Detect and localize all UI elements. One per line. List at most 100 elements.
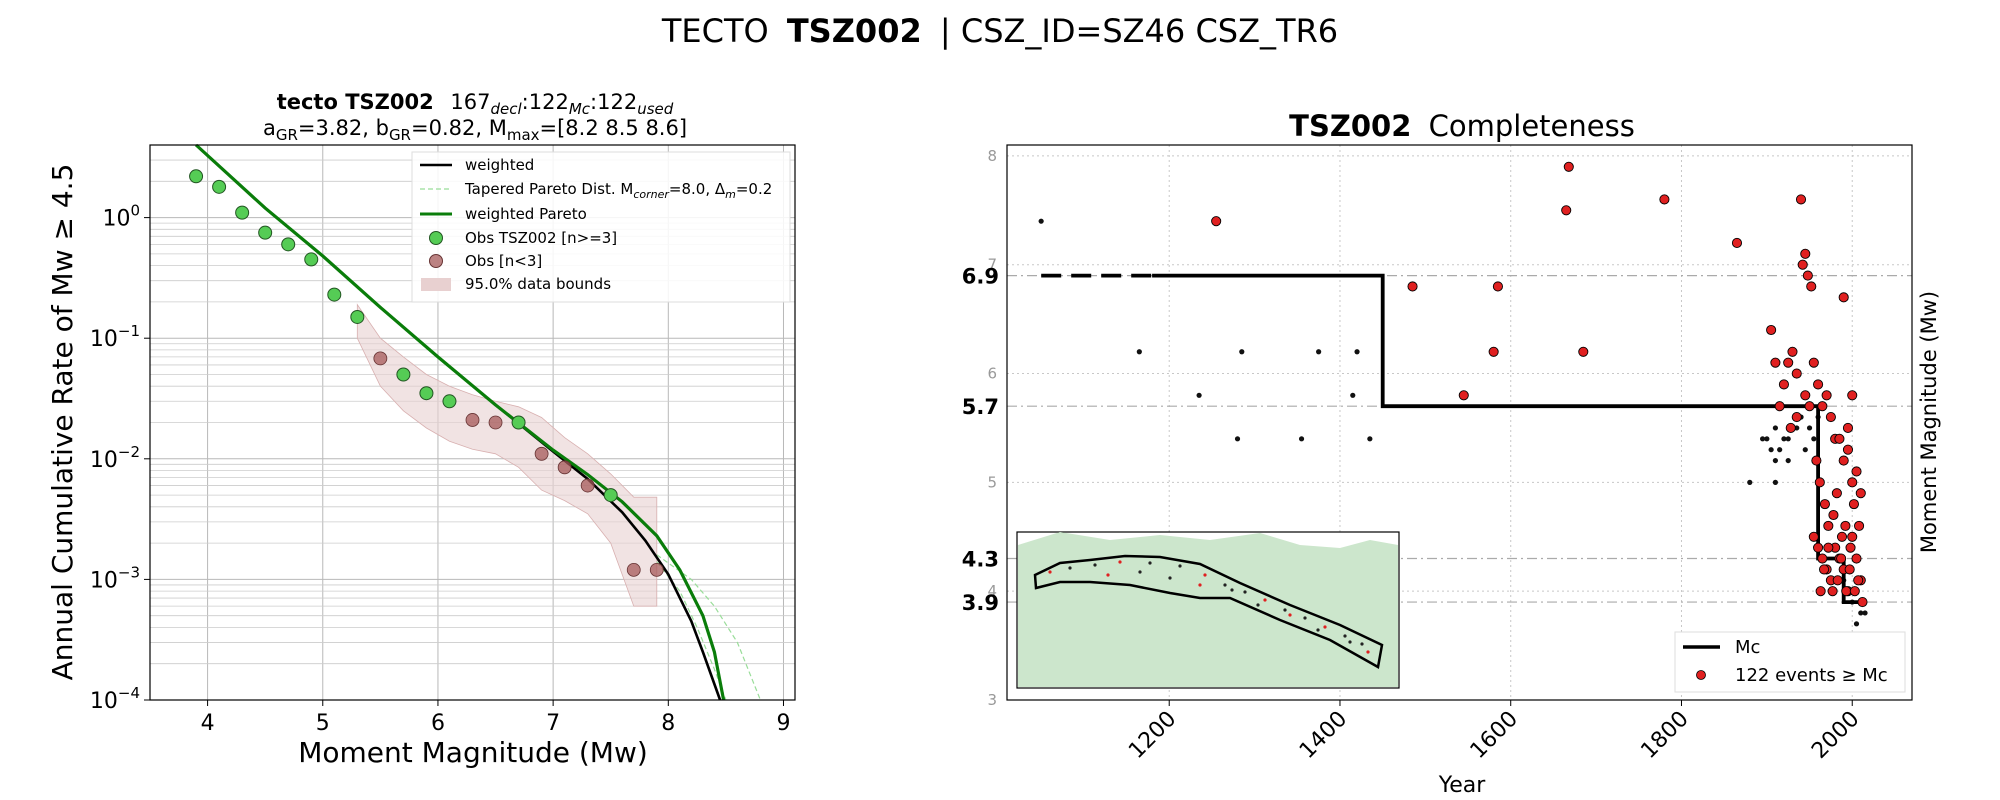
- legend-obs-label: Obs TSZ002 [n>=3]: [465, 229, 617, 247]
- small-event-dot: [1772, 457, 1778, 464]
- event-point: [1804, 401, 1815, 412]
- right-legend: Mc 122 events ≥ Mc: [1674, 631, 1906, 693]
- left-x-axis-title: Moment Magnitude (Mw): [298, 736, 648, 769]
- left-title-sub-used: used: [637, 100, 674, 118]
- small-event-dot: [1802, 447, 1808, 453]
- event-point: [1659, 194, 1670, 205]
- legend-events-label: 122 events ≥ Mc: [1735, 665, 1888, 686]
- event-point: [1836, 553, 1847, 564]
- inset-dot: [1243, 590, 1247, 594]
- event-point: [1827, 586, 1838, 597]
- legend-bounds-swatch: [421, 278, 451, 291]
- left-title-m-val: =[8.2 8.5 8.6]: [540, 116, 688, 140]
- left-x-tick-label: 9: [776, 711, 790, 736]
- mc-level-label: 4.3: [962, 548, 999, 572]
- small-event-dot: [1196, 392, 1202, 398]
- small-event-dot: [1806, 425, 1813, 431]
- inset-land: [1018, 532, 1398, 687]
- inset-dot: [1093, 563, 1097, 567]
- inset-dot: [1068, 566, 1072, 570]
- event-point: [1766, 324, 1777, 336]
- event-point: [1841, 586, 1852, 597]
- event-point: [1791, 412, 1802, 423]
- small-event-dot: [1858, 610, 1864, 616]
- left-title-bold: tecto TSZ002: [277, 90, 434, 114]
- inset-dot: [1138, 570, 1142, 574]
- event-point: [1731, 237, 1743, 248]
- right-x-tick-label: 2000: [1807, 707, 1864, 764]
- inset-dot: [1048, 570, 1052, 574]
- obs-small-point: [649, 562, 664, 577]
- event-point: [1817, 401, 1828, 412]
- right-title: TSZ002 Completeness: [1289, 109, 1635, 143]
- inset-dot: [1106, 573, 1110, 577]
- small-event-dot: [1350, 392, 1356, 398]
- event-point: [1847, 531, 1858, 542]
- event-point: [1774, 401, 1785, 412]
- figure-title: TECTO TSZ002 | CSZ_ID=SZ46 CSZ_TR6: [661, 12, 1338, 50]
- inset-dot: [1303, 616, 1307, 620]
- event-point: [1849, 586, 1860, 597]
- left-title-a: a: [263, 116, 276, 140]
- event-point: [1857, 597, 1868, 608]
- right-x-tick-label: 1400: [1295, 707, 1352, 764]
- event-point: [1847, 390, 1858, 401]
- inset-map: [1016, 531, 1400, 689]
- left-title-b: b: [376, 116, 389, 140]
- left-title-m: M: [489, 116, 507, 140]
- obs-point: [212, 179, 227, 194]
- obs-point: [327, 287, 342, 302]
- obs-small-point: [465, 413, 480, 427]
- obs-point: [396, 367, 411, 382]
- right-title-rest: Completeness: [1429, 109, 1635, 143]
- obs-small-point: [626, 562, 641, 577]
- obs-point: [603, 488, 618, 503]
- left-y-tick-label: 100: [102, 202, 140, 232]
- event-point: [1488, 346, 1499, 357]
- mc-level-label: 3.9: [962, 591, 999, 615]
- event-point: [1825, 412, 1836, 423]
- inset-dot: [1198, 583, 1202, 587]
- obs-point: [281, 237, 296, 252]
- right-y-ticks: 3 4 5 6 7 8 6.9 5.7 4.3 3.9: [962, 147, 999, 709]
- event-point: [1808, 357, 1819, 368]
- left-title-count-used: 122: [597, 90, 637, 114]
- inset-dot: [1223, 583, 1227, 587]
- obs-small-point: [580, 478, 595, 493]
- event-point: [1847, 477, 1858, 488]
- event-point: [1855, 488, 1866, 499]
- small-event-dot: [1772, 425, 1778, 431]
- left-title-line2: aGR=3.82, bGR=0.82, Mmax=[8.2 8.5 8.6]: [263, 116, 687, 144]
- left-y-ticks: 100 10−1 10−2 10−3 10−4: [90, 202, 150, 714]
- legend-obs-swatch: [429, 231, 443, 245]
- right-legend-box: [1674, 631, 1906, 693]
- bounds-band: [356, 303, 658, 607]
- obs-small-point: [488, 415, 503, 430]
- small-event-dot: [1811, 436, 1817, 442]
- event-point: [1817, 553, 1828, 564]
- small-event-dot: [1772, 479, 1778, 485]
- right-y-tick-label: 4: [987, 582, 997, 600]
- event-point: [1561, 205, 1572, 216]
- left-points: [189, 169, 664, 577]
- right-y-axis-title: Moment Magnitude (Mw): [1917, 291, 1941, 553]
- event-point: [1458, 390, 1469, 401]
- event-point: [1211, 216, 1222, 227]
- obs-point: [350, 309, 365, 324]
- small-event-dot: [1316, 349, 1322, 355]
- left-chart: tecto TSZ002 167decl:122Mc:122used aGR=3…: [46, 90, 796, 769]
- right-events: [1211, 161, 1868, 608]
- event-point: [1831, 488, 1842, 499]
- event-point: [1834, 433, 1845, 444]
- right-y-tick-label: 8: [987, 147, 997, 165]
- event-point: [1778, 379, 1789, 390]
- event-point: [1838, 292, 1849, 303]
- inset-dot: [1256, 603, 1260, 607]
- left-x-ticks: 4 5 6 7 8 9: [201, 700, 790, 736]
- left-x-tick-label: 7: [546, 711, 560, 736]
- right-title-bold: TSZ002: [1289, 109, 1411, 143]
- small-event-dot: [1777, 447, 1783, 453]
- small-event-dot: [1354, 349, 1360, 355]
- right-x-tick-label: 1800: [1636, 707, 1693, 764]
- figure-title-suffix: | CSZ_ID=SZ46 CSZ_TR6: [940, 12, 1338, 50]
